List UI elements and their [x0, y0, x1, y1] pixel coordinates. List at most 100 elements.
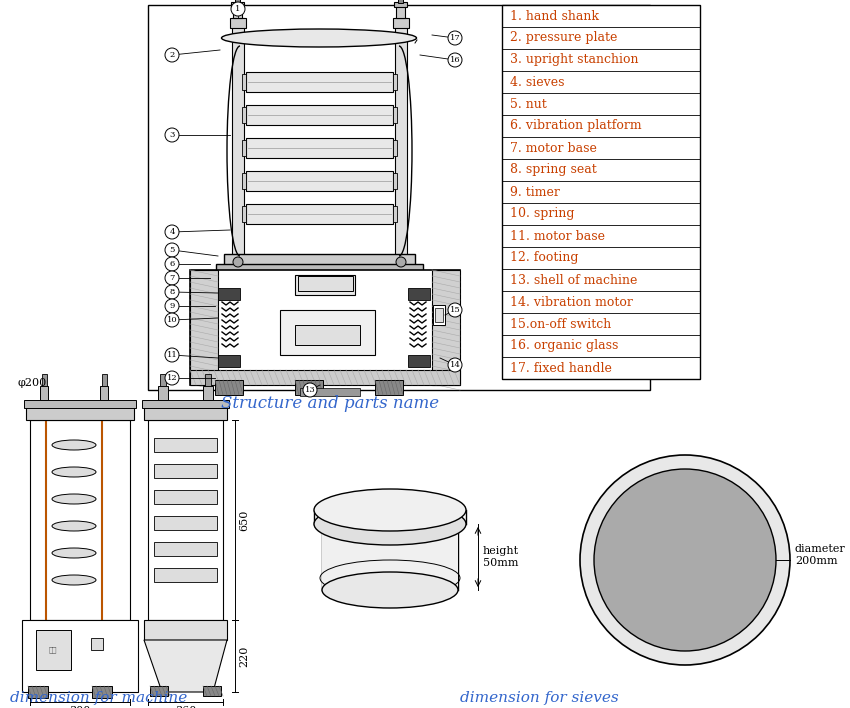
Text: 1. hand shank: 1. hand shank — [510, 9, 599, 23]
Text: 7. motor base: 7. motor base — [510, 142, 597, 154]
Text: 8: 8 — [169, 288, 175, 296]
Bar — [246, 72, 393, 92]
Text: 17. fixed handle: 17. fixed handle — [510, 362, 612, 375]
Bar — [144, 620, 227, 640]
Text: 16: 16 — [450, 56, 461, 64]
Bar — [142, 400, 229, 408]
Circle shape — [594, 469, 776, 651]
Bar — [235, 0, 240, 3]
Text: 4. sieves: 4. sieves — [510, 76, 564, 88]
Bar — [298, 276, 353, 291]
Circle shape — [448, 31, 462, 45]
Bar — [246, 204, 393, 224]
Text: 8. spring seat: 8. spring seat — [510, 164, 597, 176]
Bar — [218, 288, 240, 300]
Text: 5. nut: 5. nut — [510, 98, 547, 110]
Bar — [36, 630, 71, 670]
Ellipse shape — [52, 521, 96, 531]
Ellipse shape — [52, 440, 96, 450]
Bar — [393, 140, 397, 156]
Circle shape — [580, 455, 790, 665]
Circle shape — [165, 313, 179, 327]
Text: 17: 17 — [450, 34, 461, 42]
Bar — [218, 355, 240, 367]
Polygon shape — [144, 640, 227, 692]
Bar — [215, 380, 243, 395]
Bar — [150, 686, 168, 696]
Bar — [433, 305, 445, 325]
Bar — [242, 107, 246, 123]
Bar — [393, 18, 409, 28]
Text: dimension for sieves: dimension for sieves — [460, 691, 619, 705]
Bar — [224, 254, 415, 266]
Circle shape — [448, 358, 462, 372]
Bar — [246, 171, 393, 191]
Text: 3. upright stanchion: 3. upright stanchion — [510, 54, 638, 67]
Text: 16. organic glass: 16. organic glass — [510, 340, 618, 353]
Text: 12. footing: 12. footing — [510, 251, 579, 265]
Text: 2. pressure plate: 2. pressure plate — [510, 31, 617, 45]
Circle shape — [165, 243, 179, 257]
Circle shape — [303, 383, 317, 397]
Text: 1: 1 — [235, 5, 241, 13]
Bar — [205, 374, 211, 386]
Text: 5: 5 — [169, 246, 175, 254]
Bar — [203, 386, 213, 400]
Bar — [232, 18, 244, 260]
Text: 12: 12 — [167, 374, 178, 382]
Circle shape — [448, 303, 462, 317]
Circle shape — [165, 371, 179, 385]
Bar — [102, 374, 107, 386]
Bar — [216, 264, 423, 274]
Circle shape — [165, 285, 179, 299]
Bar — [435, 308, 443, 322]
Bar — [91, 638, 103, 650]
Bar — [92, 686, 112, 698]
Text: 14: 14 — [450, 361, 461, 369]
Polygon shape — [322, 528, 458, 590]
Bar — [242, 140, 246, 156]
Bar — [203, 686, 221, 696]
Circle shape — [165, 257, 179, 271]
Text: 9. timer: 9. timer — [510, 185, 560, 198]
Bar — [295, 380, 323, 395]
Bar — [295, 325, 360, 345]
Text: 7: 7 — [169, 274, 175, 282]
Bar — [396, 6, 405, 18]
Bar — [230, 18, 246, 28]
Bar — [190, 370, 460, 385]
Bar — [24, 400, 136, 408]
Ellipse shape — [52, 548, 96, 558]
Text: 11. motor base: 11. motor base — [510, 229, 605, 243]
Circle shape — [231, 2, 245, 16]
Text: 10: 10 — [167, 316, 178, 324]
Text: 300: 300 — [70, 706, 91, 708]
Bar — [28, 686, 48, 698]
Bar — [408, 355, 430, 367]
Bar — [154, 542, 217, 556]
Bar — [242, 173, 246, 189]
Bar — [280, 310, 375, 355]
Bar — [154, 490, 217, 504]
Ellipse shape — [52, 467, 96, 477]
Bar — [242, 206, 246, 222]
Text: 11: 11 — [167, 351, 178, 359]
Bar — [160, 374, 166, 386]
Bar — [246, 105, 393, 125]
Bar — [502, 5, 700, 379]
Bar — [231, 2, 244, 7]
Circle shape — [233, 257, 243, 267]
Circle shape — [165, 128, 179, 142]
Ellipse shape — [52, 575, 96, 585]
Ellipse shape — [52, 494, 96, 504]
Ellipse shape — [314, 503, 466, 545]
Bar — [40, 386, 48, 400]
Bar — [242, 74, 246, 90]
Bar — [393, 173, 397, 189]
Text: 2: 2 — [169, 51, 174, 59]
Text: 13. shell of machine: 13. shell of machine — [510, 273, 638, 287]
Text: height
50mm: height 50mm — [483, 546, 519, 568]
Text: 10. spring: 10. spring — [510, 207, 575, 220]
Ellipse shape — [322, 498, 458, 534]
Text: 9: 9 — [169, 302, 175, 310]
